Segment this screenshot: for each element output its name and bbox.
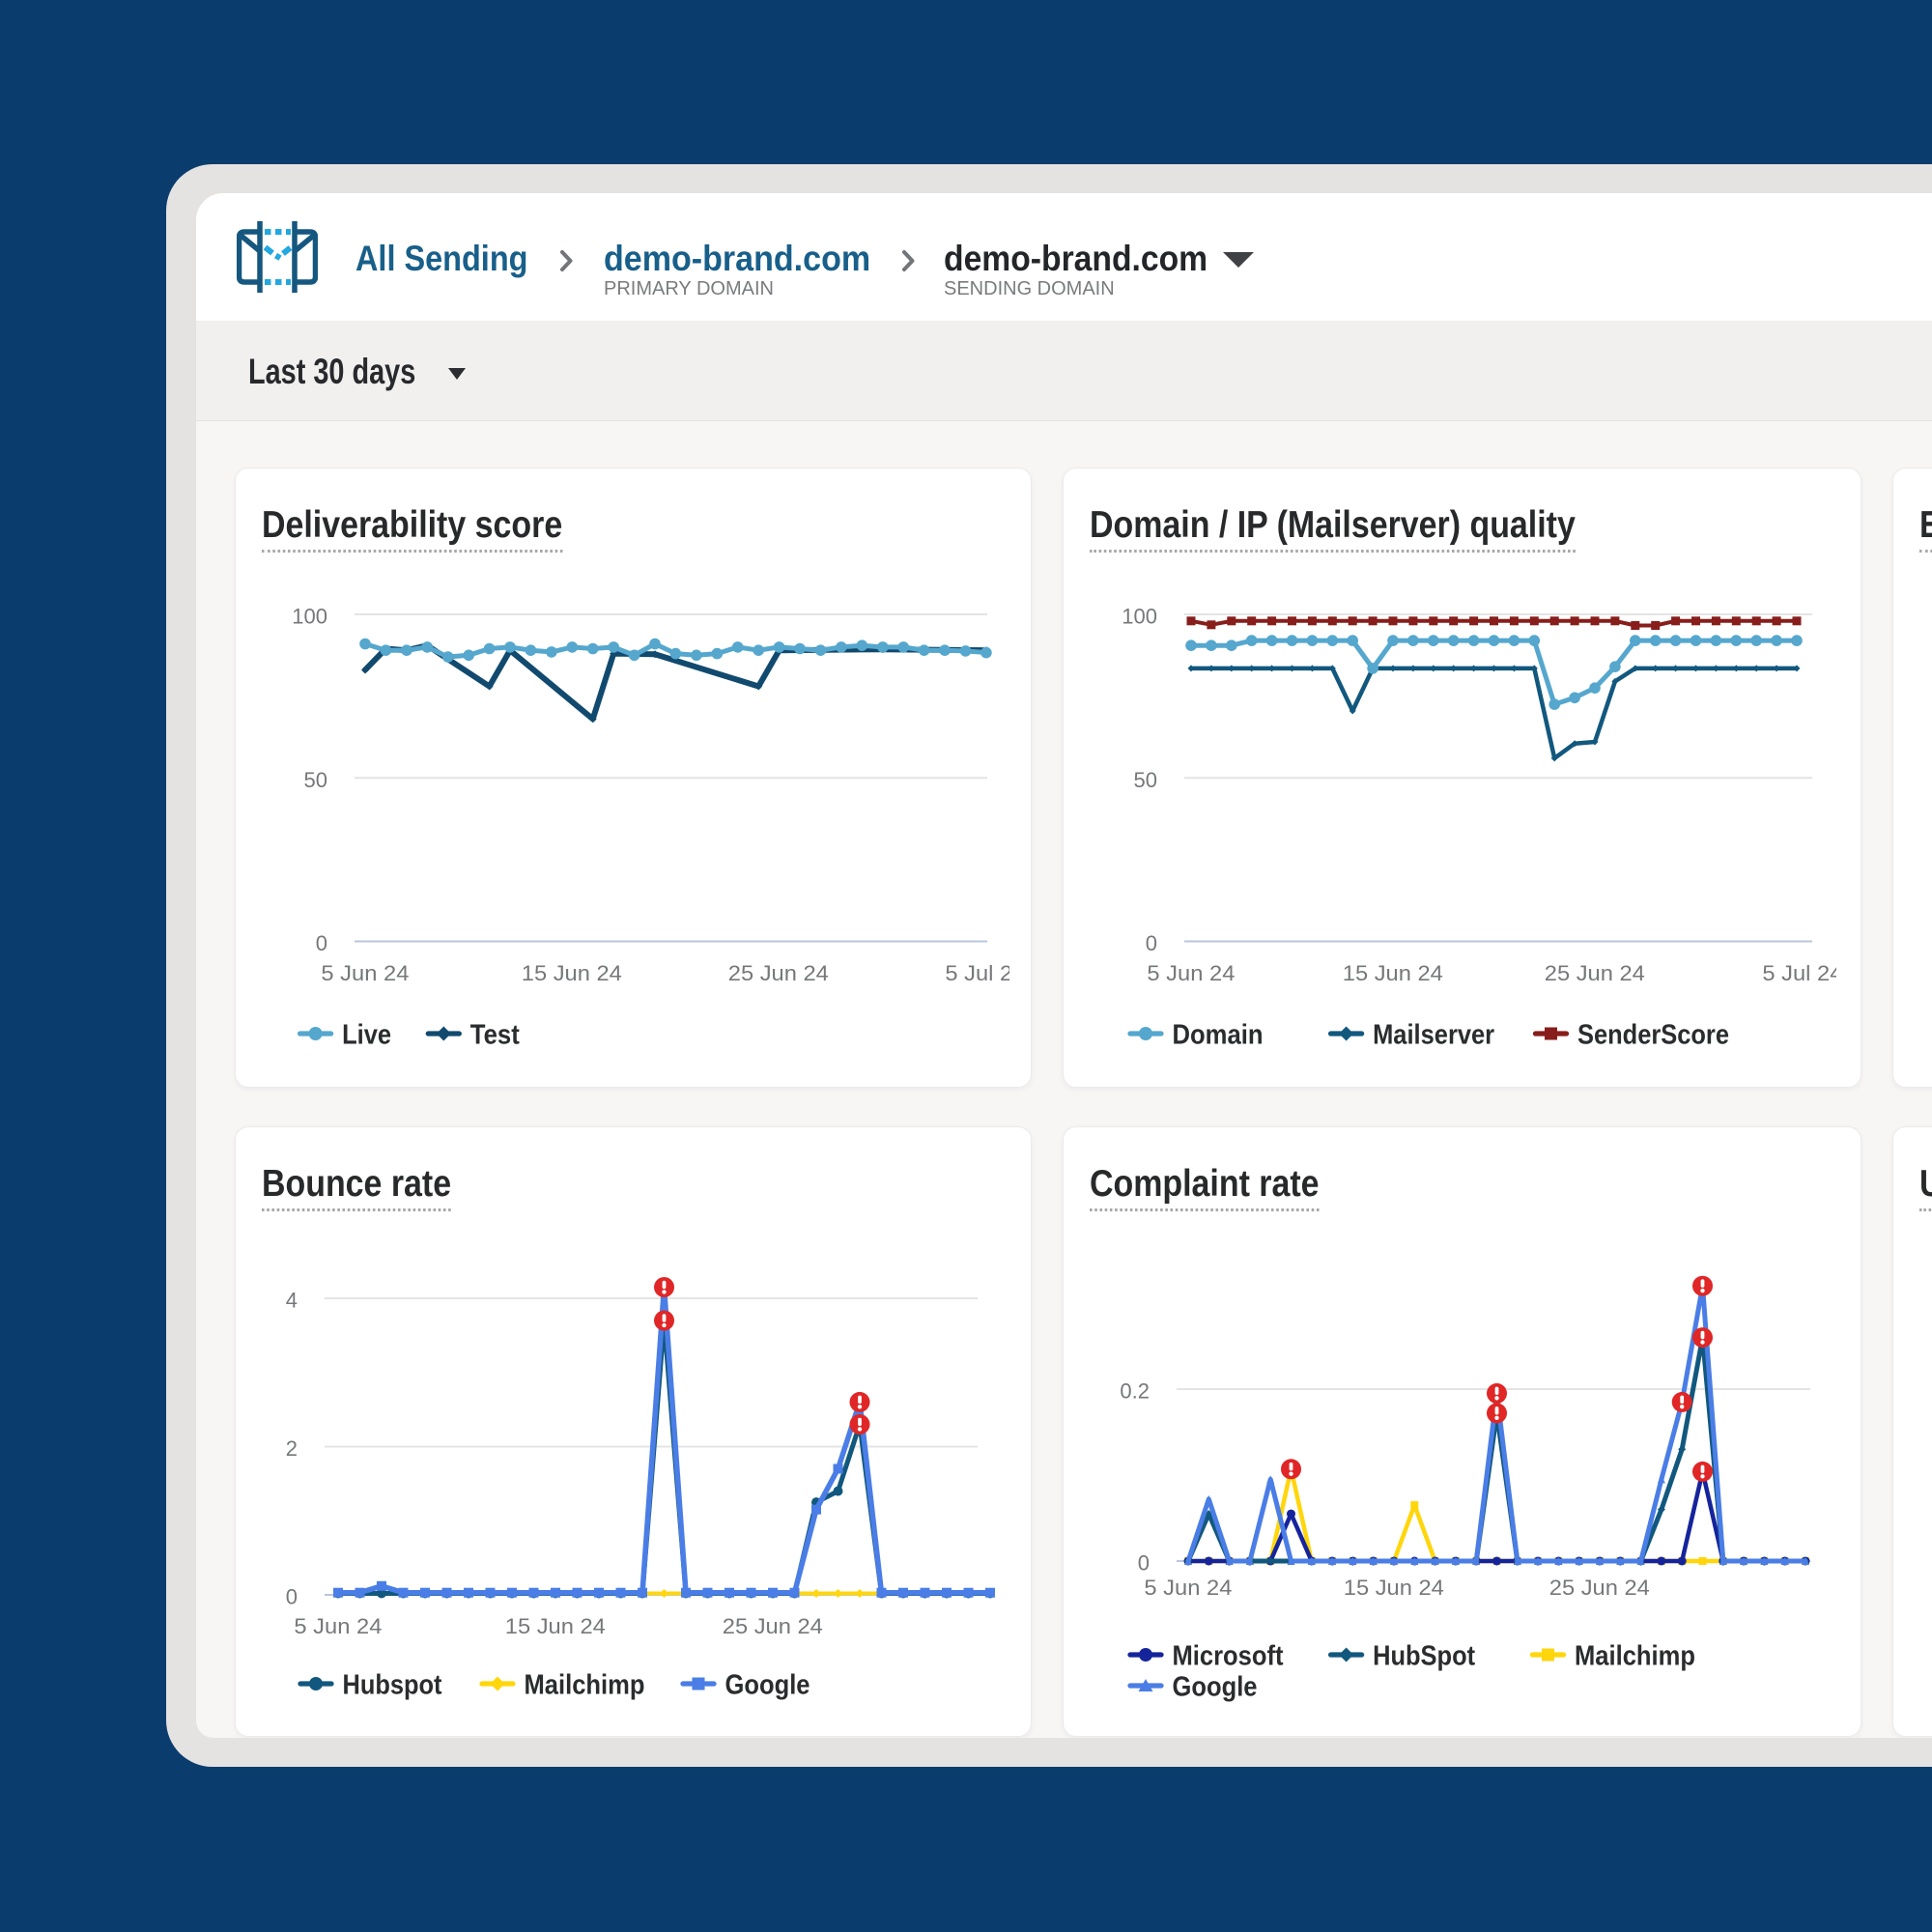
svg-text:Mailchimp: Mailchimp: [1575, 1641, 1695, 1672]
svg-text:SenderScore: SenderScore: [1577, 1020, 1729, 1051]
svg-text:15 Jun 24: 15 Jun 24: [522, 961, 622, 985]
svg-text:25 Jun 24: 25 Jun 24: [723, 1614, 823, 1638]
svg-text:5 Jun 24: 5 Jun 24: [1147, 961, 1235, 985]
svg-text:2: 2: [286, 1436, 298, 1461]
svg-text:0: 0: [286, 1585, 298, 1609]
svg-text:100: 100: [1122, 605, 1157, 629]
svg-text:5 Jul 24: 5 Jul 24: [945, 961, 1009, 985]
svg-text:0: 0: [1138, 1551, 1150, 1576]
svg-text:25 Jun 24: 25 Jun 24: [1549, 1576, 1650, 1600]
svg-text:Microsoft: Microsoft: [1173, 1641, 1284, 1672]
svg-text:4: 4: [286, 1289, 298, 1313]
svg-text:100: 100: [292, 605, 327, 629]
svg-text:Google: Google: [725, 1670, 810, 1701]
svg-text:15 Jun 24: 15 Jun 24: [1343, 961, 1443, 985]
svg-text:15 Jun 24: 15 Jun 24: [505, 1614, 606, 1638]
svg-text:5 Jun 24: 5 Jun 24: [294, 1614, 382, 1638]
svg-text:Mailchimp: Mailchimp: [525, 1670, 645, 1701]
svg-text:Test: Test: [470, 1020, 520, 1051]
svg-text:25 Jun 24: 25 Jun 24: [728, 961, 829, 985]
svg-text:25 Jun 24: 25 Jun 24: [1545, 961, 1645, 985]
svg-text:Live: Live: [342, 1020, 391, 1051]
svg-text:15 Jun 24: 15 Jun 24: [1344, 1576, 1444, 1600]
svg-text:0: 0: [316, 931, 327, 955]
svg-text:50: 50: [304, 768, 327, 792]
svg-text:Hubspot: Hubspot: [343, 1670, 442, 1701]
svg-text:Mailserver: Mailserver: [1373, 1020, 1494, 1051]
svg-text:5 Jun 24: 5 Jun 24: [1144, 1576, 1232, 1600]
svg-text:0: 0: [1146, 931, 1157, 955]
svg-text:Domain: Domain: [1173, 1020, 1264, 1051]
svg-text:5 Jun 24: 5 Jun 24: [321, 961, 409, 985]
svg-text:Google: Google: [1173, 1672, 1258, 1703]
svg-text:5 Jul 24: 5 Jul 24: [1762, 961, 1836, 985]
svg-text:HubSpot: HubSpot: [1373, 1641, 1475, 1672]
svg-text:0.2: 0.2: [1120, 1379, 1150, 1404]
svg-text:50: 50: [1134, 768, 1157, 792]
